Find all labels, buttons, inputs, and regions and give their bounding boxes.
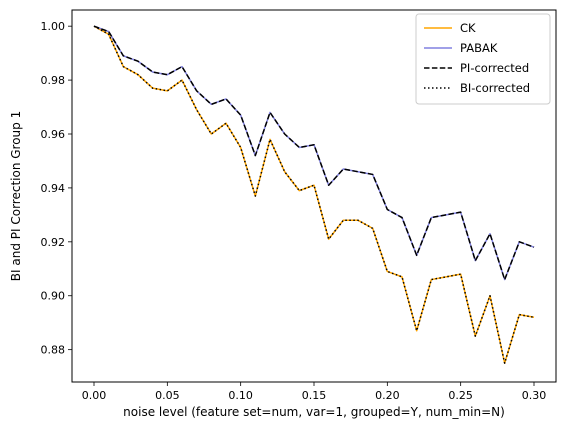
x-tick-label: 0.20	[375, 389, 400, 402]
y-tick-label: 1.00	[41, 20, 66, 33]
x-axis-label: noise level (feature set=num, var=1, gro…	[123, 405, 505, 419]
y-tick-label: 0.98	[41, 74, 66, 87]
y-axis: 0.88 0.90 0.92 0.94 0.96 0.98 1.00	[41, 20, 72, 357]
series-line-pi-corrected	[93, 25, 535, 281]
y-tick-label: 0.90	[41, 290, 66, 303]
x-axis: 0.00 0.05 0.10 0.15 0.20 0.25 0.30	[82, 382, 547, 402]
x-tick-label: 0.10	[228, 389, 253, 402]
x-tick-label: 0.00	[82, 389, 107, 402]
y-tick-label: 0.96	[41, 128, 66, 141]
x-tick-label: 0.05	[155, 389, 180, 402]
legend-label: CK	[460, 21, 476, 35]
legend-label: PABAK	[460, 41, 498, 55]
y-tick-label: 0.94	[41, 182, 66, 195]
series-line-ck	[93, 25, 535, 364]
legend-label: PI-corrected	[460, 61, 529, 75]
y-tick-label: 0.92	[41, 236, 66, 249]
x-tick-label: 0.30	[522, 389, 547, 402]
legend: CK PABAK PI-corrected BI-corrected	[415, 13, 551, 105]
legend-frame	[415, 13, 551, 105]
series-layer	[93, 25, 535, 364]
y-tick-label: 0.88	[41, 344, 66, 357]
x-tick-label: 0.15	[302, 389, 327, 402]
y-axis-label: BI and PI Correction Group 1	[9, 111, 23, 281]
legend-label: BI-corrected	[460, 81, 530, 95]
x-tick-label: 0.25	[448, 389, 473, 402]
